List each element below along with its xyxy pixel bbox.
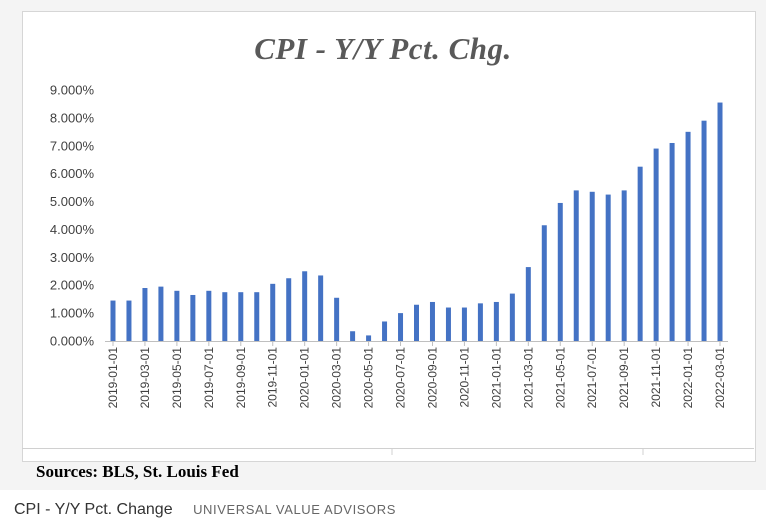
- bar: [557, 202, 563, 341]
- caption-title: CPI - Y/Y Pct. Change: [14, 501, 173, 518]
- x-tick-label: 2021-05-01: [553, 347, 567, 409]
- x-tick-label: 2021-11-01: [649, 347, 663, 408]
- bar: [445, 307, 451, 341]
- y-tick-label: 3.000%: [50, 250, 95, 265]
- x-tick-label: 2020-11-01: [457, 347, 471, 408]
- bar: [509, 293, 515, 341]
- bar: [318, 275, 324, 341]
- bar: [142, 288, 148, 341]
- bar: [573, 190, 579, 341]
- bar: [493, 301, 499, 341]
- y-tick-label: 4.000%: [50, 222, 95, 237]
- bar: [477, 303, 483, 341]
- bar: [541, 225, 547, 341]
- y-tick-label: 6.000%: [50, 166, 95, 181]
- bar: [429, 301, 435, 341]
- x-tick-label: 2019-05-01: [170, 347, 184, 409]
- bar: [685, 131, 691, 341]
- y-tick-label: 1.000%: [50, 306, 95, 321]
- y-tick-label: 0.000%: [50, 334, 95, 349]
- bar: [350, 331, 356, 341]
- x-tick-label: 2021-03-01: [521, 347, 535, 409]
- x-tick-label: 2020-07-01: [394, 347, 408, 409]
- x-tick-label: 2021-01-01: [489, 347, 503, 409]
- bar: [669, 142, 675, 341]
- chart-title: CPI - Y/Y Pct. Chg.: [254, 31, 512, 66]
- x-tick-label: 2022-03-01: [713, 347, 727, 409]
- bar: [605, 194, 611, 341]
- bar: [222, 292, 228, 341]
- chart-plot: 0.000% 1.000% 2.000% 3.000% 4.000% 5.000% 6.00…: [22, 83, 754, 455]
- bar: [254, 292, 260, 341]
- x-tick-label: 2020-01-01: [298, 347, 312, 409]
- bar: [334, 297, 340, 341]
- bar: [398, 313, 404, 341]
- y-tick-label: 9.000%: [50, 83, 95, 98]
- bar: [110, 300, 116, 341]
- bar: [366, 335, 372, 341]
- source-note: Sources: BLS, St. Louis Fed: [36, 462, 239, 481]
- y-tick-label: 2.000%: [50, 278, 95, 293]
- bar: [270, 283, 276, 341]
- bar: [174, 290, 180, 341]
- bar: [717, 102, 723, 341]
- bar: [701, 120, 707, 342]
- bar: [238, 292, 244, 341]
- x-tick-label: 2020-03-01: [330, 347, 344, 409]
- chart-frame: [22, 11, 756, 462]
- bar: [461, 307, 467, 341]
- x-tick-label: 2020-05-01: [362, 347, 376, 409]
- x-tick-label: 2019-07-01: [202, 347, 216, 409]
- bar: [589, 191, 595, 341]
- caption-credit: UNIVERSAL VALUE ADVISORS: [193, 502, 397, 517]
- x-tick-label: 2019-09-01: [234, 347, 248, 409]
- bar: [206, 290, 212, 341]
- bar: [302, 271, 308, 341]
- bar: [621, 190, 627, 341]
- x-tick-label: 2019-03-01: [138, 347, 152, 409]
- bar: [637, 166, 643, 341]
- bar: [382, 321, 388, 341]
- bar: [190, 294, 196, 341]
- x-tick-label: 2021-07-01: [585, 347, 599, 409]
- chart-figure: CPI - Y/Y Pct. Chg. 0.000% 1.000% 2.000% 3.…: [0, 0, 766, 490]
- x-tick-label: 2020-09-01: [425, 347, 439, 409]
- bar: [525, 267, 531, 341]
- bar: [286, 278, 292, 341]
- image-caption: CPI - Y/Y Pct. Change UNIVERSAL VALUE AD…: [14, 501, 396, 519]
- y-tick-label: 8.000%: [50, 110, 95, 125]
- bar: [158, 286, 164, 341]
- bar: [653, 148, 659, 341]
- y-tick-label: 5.000%: [50, 194, 95, 209]
- y-tick-label: 7.000%: [50, 138, 95, 153]
- x-tick-label: 2019-01-01: [106, 347, 120, 409]
- x-tick-label: 2022-01-01: [681, 347, 695, 409]
- bar: [414, 304, 419, 341]
- bar: [126, 300, 132, 341]
- x-tick-label: 2019-11-01: [266, 347, 280, 408]
- x-tick-label: 2021-09-01: [617, 347, 631, 409]
